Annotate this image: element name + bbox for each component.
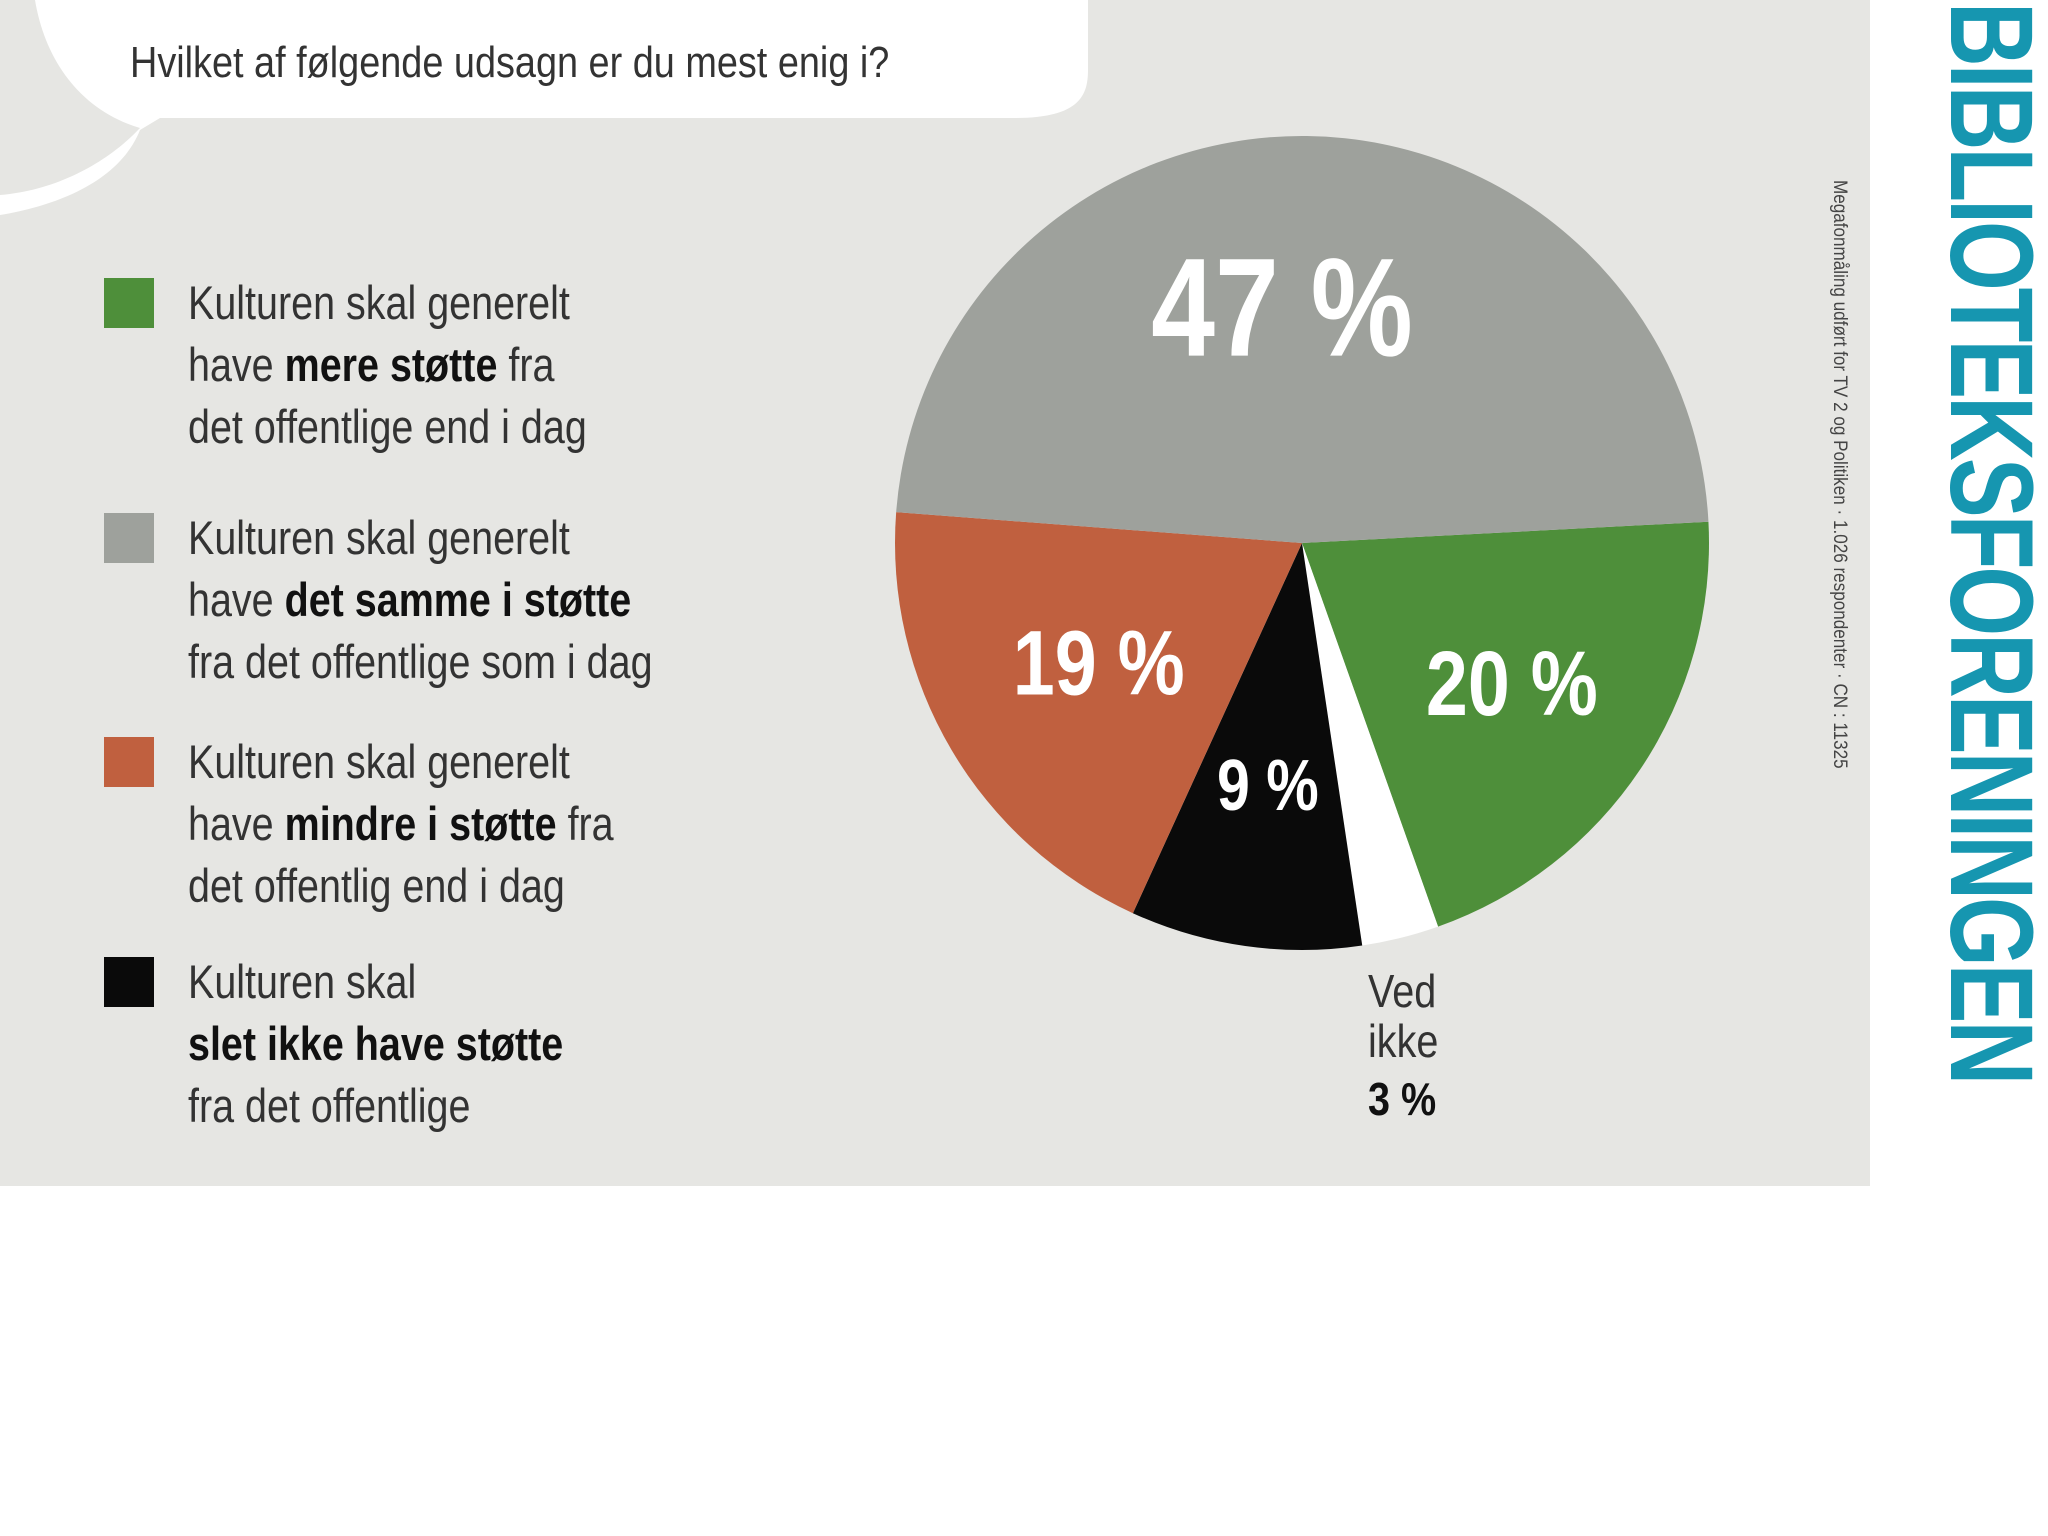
legend-label-segment: have — [188, 573, 285, 626]
legend-label-line: have mindre i støtte fra — [188, 793, 614, 855]
legend-label: Kulturen skal generelt have det samme i s… — [188, 507, 653, 693]
legend-label-line: have det samme i støtte — [188, 569, 653, 631]
legend-label: Kulturen skal slet ikke have støtte fra de… — [188, 951, 563, 1137]
brand-logo-text: BIBLIOTEKSFORENINGEN — [1925, 2, 2048, 1083]
ved-ikke-line2: ikke — [1368, 1015, 1439, 1067]
survey-question: Hvilket af følgende udsagn er du mest en… — [130, 38, 890, 87]
legend-label-segment: det offentlige end i dag — [188, 400, 587, 453]
ved-ikke-label: Ved ikke 3 % — [1368, 966, 1438, 1124]
legend-label-line: Kulturen skal — [188, 951, 563, 1013]
ved-ikke-value: 3 % — [1368, 1073, 1437, 1125]
legend-label-segment: fra det offentlige som i dag — [188, 635, 653, 688]
legend-label-segment: have — [188, 797, 285, 850]
pie-slice — [896, 136, 1709, 543]
pie-slice — [1302, 543, 1439, 946]
legend-label-line: Kulturen skal generelt — [188, 507, 653, 569]
legend-label-line: Kulturen skal generelt — [188, 272, 587, 334]
legend-swatch — [104, 278, 154, 328]
legend-swatch — [104, 513, 154, 563]
legend-label: Kulturen skal generelt have mindre i støt… — [188, 731, 614, 917]
legend-label-emphasis: det samme i støtte — [284, 573, 632, 626]
legend-label-line: Kulturen skal generelt — [188, 731, 614, 793]
pie-slice — [1302, 521, 1710, 927]
pie-slice — [895, 512, 1302, 914]
legend-label-segment: fra det offentlige — [188, 1079, 471, 1132]
legend-swatch — [104, 737, 154, 787]
legend-swatch — [104, 957, 154, 1007]
speech-bubble — [0, 0, 1088, 215]
pie-slice-label: 19 % — [1013, 612, 1185, 715]
pie-slice-label: 47 % — [1151, 230, 1413, 386]
legend-label-segment: fra — [497, 338, 555, 391]
legend-label-line: fra det offentlige — [188, 1075, 563, 1137]
legend-label-line: slet ikke have støtte — [188, 1013, 563, 1075]
pie-slice-label: 20 % — [1426, 632, 1598, 735]
pie-slice — [1132, 543, 1363, 951]
legend-label-segment: Kulturen skal — [188, 955, 417, 1008]
ved-ikke-line1: Ved — [1368, 965, 1437, 1017]
legend-label-line: fra det offentlige som i dag — [188, 631, 653, 693]
legend-label-segment: Kulturen skal generelt — [188, 735, 570, 788]
legend-label-segment: have — [188, 338, 285, 391]
legend-label-segment: Kulturen skal generelt — [188, 276, 570, 329]
source-note: Megafonmåling udført for TV 2 og Politik… — [1829, 180, 1850, 769]
legend-label-line: have mere støtte fra — [188, 334, 587, 396]
legend-label-line: det offentlige end i dag — [188, 396, 587, 458]
pie-chart: 20 % 9 % 19 % 47 % — [895, 136, 1710, 951]
legend-label-line: det offentlig end i dag — [188, 855, 614, 917]
pie-slice-label: 9 % — [1217, 744, 1319, 825]
legend-label-emphasis: mindre i støtte — [284, 797, 557, 850]
legend-label-segment: Kulturen skal generelt — [188, 511, 570, 564]
legend-label-emphasis: slet ikke have støtte — [188, 1017, 564, 1070]
legend-label: Kulturen skal generelt have mere støtte f… — [188, 272, 587, 458]
legend-label-segment: fra — [556, 797, 614, 850]
legend-label-emphasis: mere støtte — [284, 338, 498, 391]
legend-label-segment: det offentlig end i dag — [188, 859, 565, 912]
